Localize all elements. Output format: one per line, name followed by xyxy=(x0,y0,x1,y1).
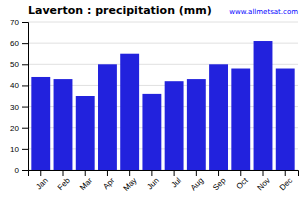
y-tick-label: 20 xyxy=(10,124,19,133)
x-tick: Dec xyxy=(278,170,294,192)
y-tick: 30 xyxy=(10,103,28,112)
x-tick-mark xyxy=(63,170,64,176)
y-tick: 60 xyxy=(10,39,28,48)
watermark: www.allmetsat.com xyxy=(229,8,298,16)
y-tick: 10 xyxy=(10,145,28,154)
x-tick-mark xyxy=(174,170,175,176)
x-axis: Jan Feb Mar Apr May Jun Jul Aug Sep OctNov Dec xyxy=(29,170,299,193)
y-tick-mark xyxy=(22,107,28,108)
plot: 0 10 20 30 40 50 60 70 Jan Feb Mar Apr May Jun Jul Aug S… xyxy=(10,18,298,193)
y-tick-label: 0 xyxy=(15,166,20,175)
x-tick-label: May xyxy=(122,176,139,193)
y-tick-mark xyxy=(22,64,28,65)
bar xyxy=(165,81,184,170)
x-tick-mark xyxy=(196,170,197,176)
bar xyxy=(209,64,228,170)
y-tick: 0 xyxy=(15,166,28,175)
bar xyxy=(120,54,139,170)
x-tick-label: Jun xyxy=(145,176,160,191)
x-tick-label: Aug xyxy=(189,176,205,192)
y-tick-mark xyxy=(22,149,28,150)
y-tick-mark xyxy=(22,170,28,171)
bar xyxy=(276,69,295,170)
x-tick-mark xyxy=(151,170,152,176)
x-tick-mark xyxy=(263,170,264,176)
x-tick: Apr xyxy=(101,170,116,191)
y-tick-label: 30 xyxy=(10,103,19,112)
x-tick: Sep xyxy=(211,170,228,192)
x-tick-label: Feb xyxy=(56,176,73,193)
x-axis-line xyxy=(29,171,299,177)
x-tick: Aug xyxy=(189,170,205,192)
x-tick-label: Jan xyxy=(34,176,49,191)
bar xyxy=(76,96,95,170)
y-tick-mark xyxy=(22,85,28,86)
y-tick-label: 50 xyxy=(10,60,19,69)
x-tick: Feb xyxy=(56,170,73,192)
x-tick-label: Sep xyxy=(211,176,228,193)
y-tick-label: 70 xyxy=(10,18,19,27)
x-tick-label: Nov xyxy=(255,176,271,192)
x-tick-label: Apr xyxy=(101,176,116,191)
y-tick-mark xyxy=(22,128,28,129)
x-tick-mark xyxy=(129,170,130,176)
x-tick: Jul xyxy=(169,170,183,190)
y-tick: 40 xyxy=(10,81,28,90)
grid xyxy=(28,22,298,170)
x-tick-mark xyxy=(40,170,41,176)
x-tick: Mar xyxy=(78,170,94,192)
x-tick: Jun xyxy=(145,170,160,191)
x-tick-mark xyxy=(285,170,286,176)
y-axis-line xyxy=(22,23,29,171)
y-tick: 20 xyxy=(10,124,28,133)
y-tick: 50 xyxy=(10,60,28,69)
y-tick-mark xyxy=(22,22,28,23)
title: Laverton : precipitation (mm) xyxy=(28,4,212,17)
y-axis: 0 10 20 30 40 50 60 70 xyxy=(10,18,28,175)
bar xyxy=(187,79,206,170)
bar xyxy=(98,64,117,170)
y-tick-mark xyxy=(22,43,28,44)
bar xyxy=(54,79,73,170)
x-tick: Jan xyxy=(34,170,49,191)
x-tick: Oct xyxy=(235,170,251,191)
x-tick-label: Jul xyxy=(169,176,183,190)
chart: 0 10 20 30 40 50 60 70 Jan Feb Mar Apr May Jun Jul Aug S… xyxy=(0,0,306,200)
bar xyxy=(142,94,161,170)
y-tick-label: 60 xyxy=(10,39,19,48)
bars xyxy=(31,41,294,170)
x-tick-label: Oct xyxy=(235,175,251,191)
x-tick-mark xyxy=(85,170,86,176)
x-tick-mark xyxy=(240,170,241,176)
y-tick-label: 10 xyxy=(10,145,19,154)
y-tick: 70 xyxy=(10,18,28,27)
x-tick: Nov xyxy=(255,170,271,192)
x-tick-label: Dec xyxy=(278,176,294,192)
x-tick: May xyxy=(122,170,139,193)
x-tick-mark xyxy=(107,170,108,176)
grid-line xyxy=(28,22,298,23)
bar xyxy=(254,41,273,170)
x-tick-mark xyxy=(218,170,219,176)
x-tick-label: Mar xyxy=(78,176,94,192)
bar xyxy=(231,69,250,170)
bar xyxy=(31,77,50,170)
y-tick-label: 40 xyxy=(10,81,19,90)
